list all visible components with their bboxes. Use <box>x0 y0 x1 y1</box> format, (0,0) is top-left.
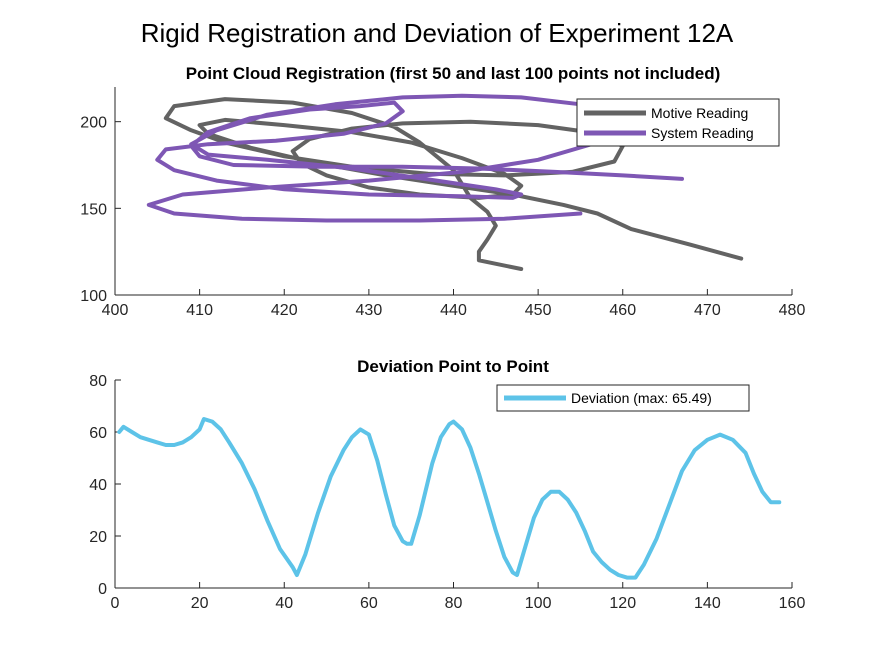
y-tick-label: 40 <box>89 477 107 494</box>
x-tick-label: 400 <box>102 302 129 319</box>
deviation-panel: Deviation Point to Point 0 20 40 60 80 100 120… <box>89 357 805 612</box>
y-tick-label: 200 <box>80 115 107 132</box>
figure-title: Rigid Registration and Deviation of Expe… <box>141 18 734 48</box>
series-group <box>117 417 782 580</box>
x-tick-label: 410 <box>186 302 213 319</box>
legend: Motive Reading System Reading <box>576 98 780 147</box>
x-tick-label: 140 <box>694 595 721 612</box>
x-tick-label: 430 <box>356 302 383 319</box>
x-tick-label: 480 <box>779 302 806 319</box>
x-tick-label: 460 <box>609 302 636 319</box>
x-tick-label: 420 <box>271 302 298 319</box>
legend-label-motive: Motive Reading <box>651 105 748 121</box>
x-tick-label: 80 <box>445 595 463 612</box>
y-tick-label: 0 <box>98 581 107 598</box>
axis-ticks: 400 410 420 430 440 450 460 470 480 100 150 200 <box>80 115 805 319</box>
panel-title: Point Cloud Registration (first 50 and l… <box>186 64 721 83</box>
y-tick-label: 80 <box>89 373 107 390</box>
y-tick-label: 20 <box>89 529 107 546</box>
x-tick-label: 60 <box>360 595 378 612</box>
y-tick-label: 60 <box>89 425 107 442</box>
x-tick-label: 100 <box>525 595 552 612</box>
y-tick-label: 150 <box>80 201 107 218</box>
legend-box <box>576 98 780 147</box>
series-line-system-reading <box>146 93 684 223</box>
x-tick-label: 470 <box>694 302 721 319</box>
legend: Deviation (max: 65.49) <box>496 384 750 412</box>
legend-label-deviation: Deviation (max: 65.49) <box>571 390 712 406</box>
x-tick-label: 40 <box>275 595 293 612</box>
series-line-deviation-max-65-49 <box>117 417 782 580</box>
x-tick-label: 120 <box>609 595 636 612</box>
axis-ticks: 0 20 40 60 80 100 120 140 160 0 20 40 60 80 <box>89 373 805 612</box>
x-tick-label: 160 <box>779 595 806 612</box>
x-tick-label: 450 <box>525 302 552 319</box>
series-line-motive-reading <box>163 97 744 271</box>
x-tick-label: 20 <box>191 595 209 612</box>
point-cloud-panel: Point Cloud Registration (first 50 and l… <box>80 64 805 319</box>
y-tick-label: 100 <box>80 288 107 305</box>
x-tick-label: 440 <box>440 302 467 319</box>
x-tick-label: 0 <box>111 595 120 612</box>
series-group <box>146 93 744 271</box>
legend-label-system: System Reading <box>651 125 754 141</box>
panel-title: Deviation Point to Point <box>357 357 549 376</box>
